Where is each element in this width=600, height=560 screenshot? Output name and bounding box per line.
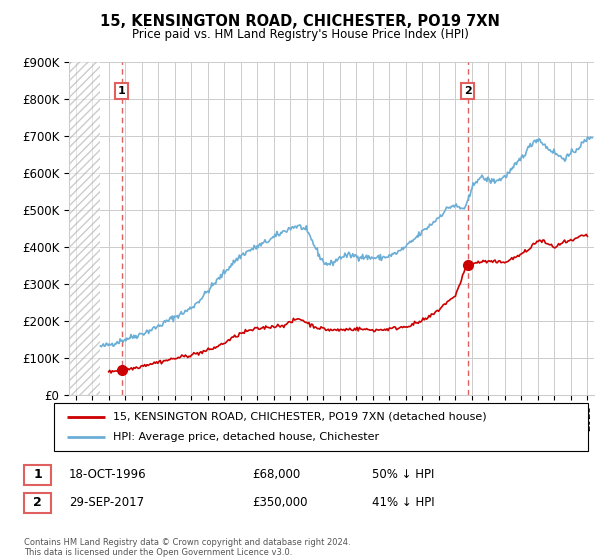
Text: 15, KENSINGTON ROAD, CHICHESTER, PO19 7XN (detached house): 15, KENSINGTON ROAD, CHICHESTER, PO19 7X… bbox=[113, 412, 487, 422]
Text: 50% ↓ HPI: 50% ↓ HPI bbox=[372, 468, 434, 482]
Text: Contains HM Land Registry data © Crown copyright and database right 2024.
This d: Contains HM Land Registry data © Crown c… bbox=[24, 538, 350, 557]
FancyBboxPatch shape bbox=[54, 403, 588, 451]
Text: 2: 2 bbox=[464, 86, 472, 96]
Text: 29-SEP-2017: 29-SEP-2017 bbox=[69, 496, 144, 510]
Text: 1: 1 bbox=[118, 86, 125, 96]
Text: 15, KENSINGTON ROAD, CHICHESTER, PO19 7XN: 15, KENSINGTON ROAD, CHICHESTER, PO19 7X… bbox=[100, 14, 500, 29]
Text: Price paid vs. HM Land Registry's House Price Index (HPI): Price paid vs. HM Land Registry's House … bbox=[131, 28, 469, 41]
Text: 18-OCT-1996: 18-OCT-1996 bbox=[69, 468, 146, 482]
Text: 1: 1 bbox=[33, 468, 42, 482]
Text: £68,000: £68,000 bbox=[252, 468, 300, 482]
Text: £350,000: £350,000 bbox=[252, 496, 308, 510]
Text: HPI: Average price, detached house, Chichester: HPI: Average price, detached house, Chic… bbox=[113, 432, 379, 442]
Text: 41% ↓ HPI: 41% ↓ HPI bbox=[372, 496, 434, 510]
Text: 2: 2 bbox=[33, 496, 42, 510]
Bar bbox=[69, 62, 100, 395]
